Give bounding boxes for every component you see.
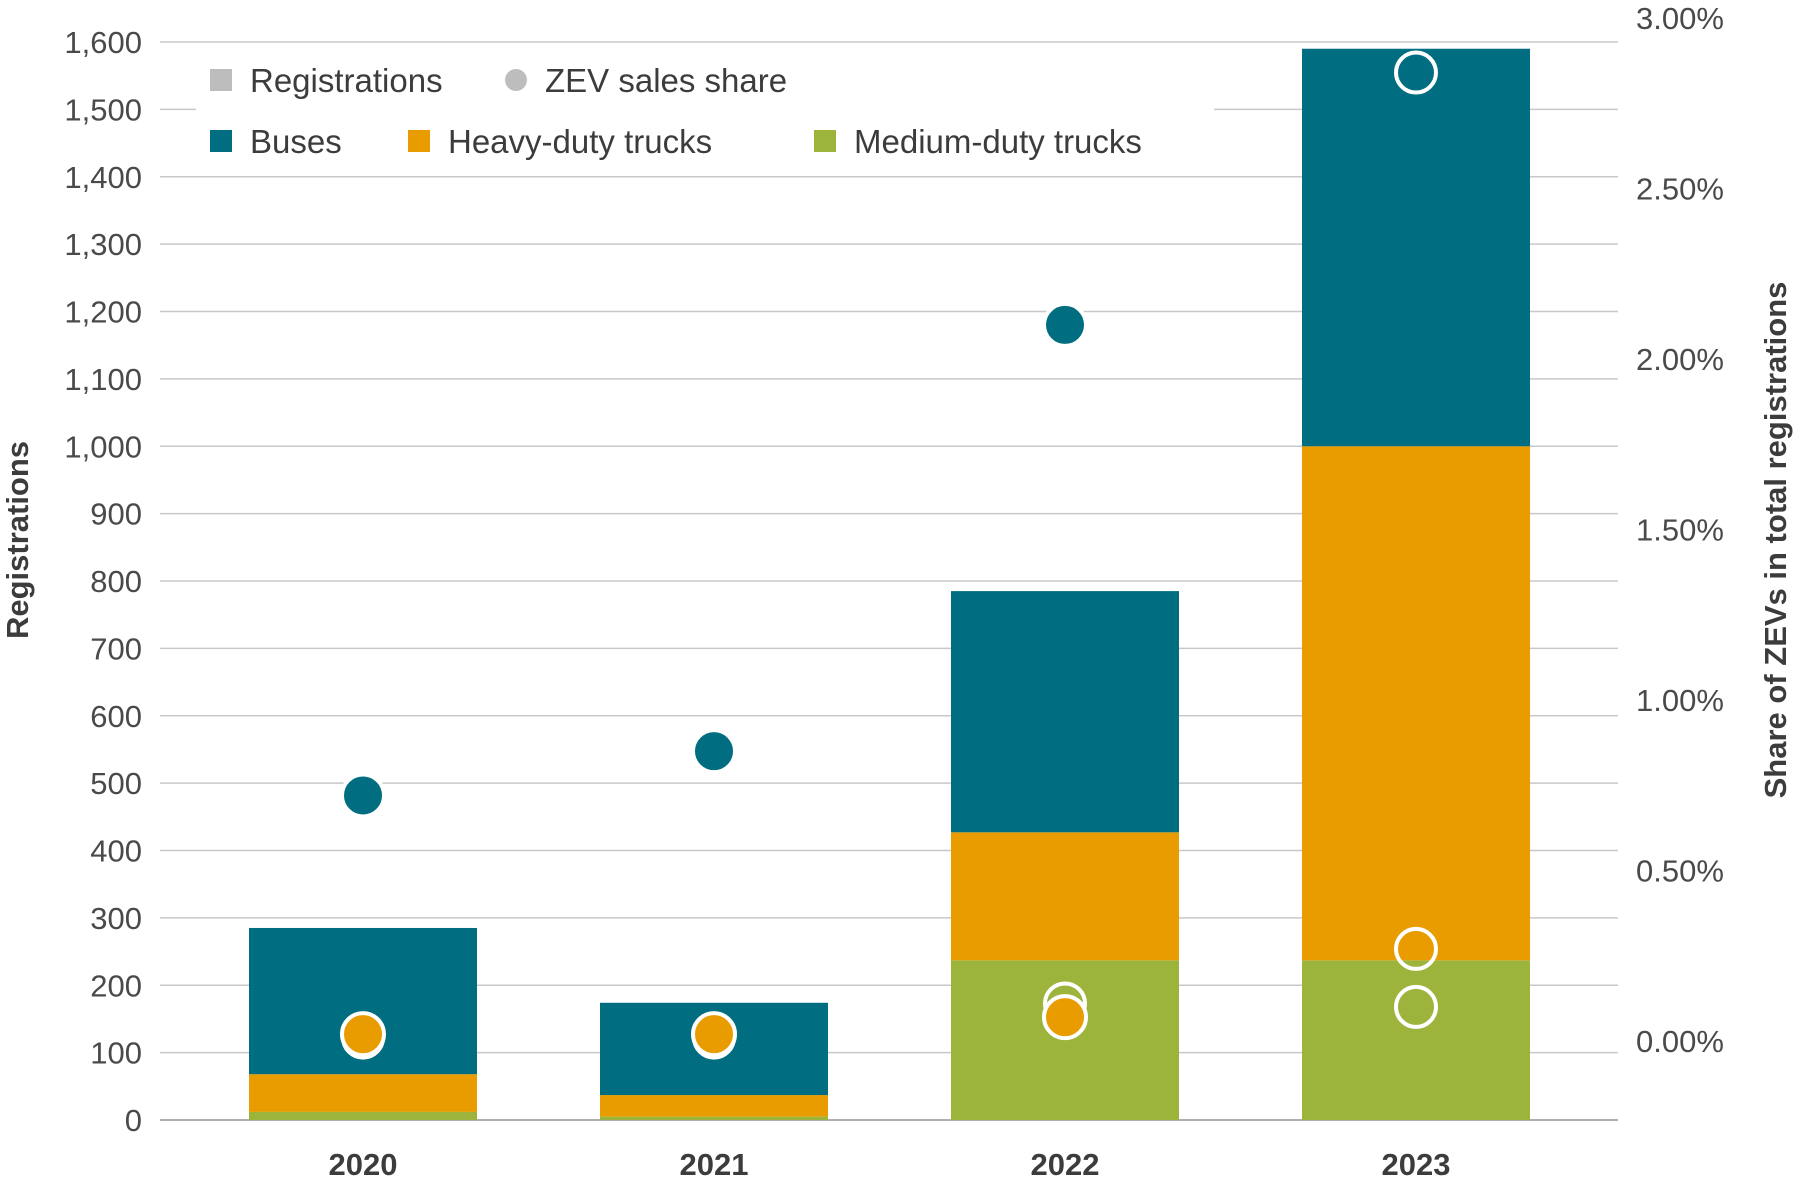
zev-share-point-buses-2023 <box>1394 50 1438 95</box>
y-right-tick-label: 2.00% <box>1636 342 1724 377</box>
legend-swatch-registrations <box>210 69 232 91</box>
bar-segment-medium-duty-trucks-2021 <box>600 1116 828 1120</box>
bar-segment-medium-duty-trucks-2023 <box>1302 960 1530 1120</box>
y-axis-right-ticks: 0.00% 0.50% 1.00% 1.50% 2.00% 2.50% 3.00% <box>1636 1 1724 1059</box>
zev-share-point-heavy-duty-trucks-2023 <box>1394 926 1438 971</box>
bar-segment-medium-duty-trucks-2020 <box>249 1111 477 1120</box>
bar-segment-heavy-duty-trucks-2022 <box>951 832 1179 961</box>
zev-share-points <box>340 50 1438 1060</box>
x-tick-label: 2022 <box>1031 1147 1100 1182</box>
legend-background <box>196 50 1214 168</box>
legend: Registrations ZEV sales share Buses Heavy-d… <box>210 62 1142 160</box>
y-axis-left-title: Registrations <box>0 441 35 639</box>
y-tick-label: 200 <box>90 968 142 1003</box>
y-tick-label: 1,000 <box>64 429 142 464</box>
bar-segment-heavy-duty-trucks-2020 <box>249 1074 477 1112</box>
y-tick-label: 1,400 <box>64 160 142 195</box>
y-tick-label: 900 <box>90 497 142 532</box>
legend-swatch-zev-sales-share <box>505 69 527 91</box>
y-axis-right-title: Share of ZEVs in total registrations <box>1758 282 1793 799</box>
bar-segment-heavy-duty-trucks-2021 <box>600 1095 828 1117</box>
y-tick-label: 1,200 <box>64 295 142 330</box>
bar-segment-buses-2022 <box>951 591 1179 833</box>
zev-share-point-medium-duty-trucks-2023 <box>1394 984 1438 1029</box>
zev-share-point-heavy-duty-trucks-2021 <box>691 1011 737 1058</box>
y-right-tick-label: 1.50% <box>1636 513 1724 548</box>
y-tick-label: 1,100 <box>64 362 142 397</box>
bar-segment-buses-2023 <box>1302 48 1530 447</box>
y-tick-label: 100 <box>90 1036 142 1071</box>
x-axis-ticks: 2020 2021 2022 2023 <box>329 1147 1451 1182</box>
bar-segment-medium-duty-trucks-2022 <box>951 960 1179 1120</box>
y-tick-label: 700 <box>90 631 142 666</box>
x-tick-label: 2023 <box>1382 1147 1451 1182</box>
zev-share-point-heavy-duty-trucks-2020 <box>340 1011 386 1058</box>
legend-label: Buses <box>250 123 342 160</box>
y-tick-label: 1,500 <box>64 92 142 127</box>
bar-segment-heavy-duty-trucks-2023 <box>1302 446 1530 961</box>
zev-share-point-heavy-duty-trucks-2022 <box>1042 994 1088 1041</box>
zev-share-point-buses-2021 <box>691 728 737 775</box>
x-tick-label: 2021 <box>680 1147 749 1182</box>
legend-label: ZEV sales share <box>545 62 787 99</box>
zev-share-point-buses-2020 <box>340 772 386 819</box>
y-right-tick-label: 3.00% <box>1636 1 1724 36</box>
y-tick-label: 400 <box>90 834 142 869</box>
legend-label: Medium-duty trucks <box>854 123 1142 160</box>
y-tick-label: 0 <box>125 1103 142 1138</box>
legend-swatch-buses <box>210 130 232 152</box>
y-tick-label: 1,300 <box>64 227 142 262</box>
zev-share-point-buses-2022 <box>1042 301 1088 348</box>
y-tick-label: 500 <box>90 766 142 801</box>
y-right-tick-label: 1.00% <box>1636 683 1724 718</box>
bars <box>249 48 1530 1120</box>
y-axis-left-ticks: 0 100 200 300 400 500 600 700 800 900 1,000 1,100 1,… <box>64 25 142 1138</box>
y-right-tick-label: 2.50% <box>1636 172 1724 207</box>
x-tick-label: 2020 <box>329 1147 398 1182</box>
legend-swatch-medium-duty-trucks <box>814 130 836 152</box>
y-right-tick-label: 0.50% <box>1636 854 1724 889</box>
y-tick-label: 600 <box>90 699 142 734</box>
y-tick-label: 300 <box>90 901 142 936</box>
legend-box <box>196 50 1214 168</box>
y-tick-label: 800 <box>90 564 142 599</box>
legend-swatch-heavy-duty-trucks <box>408 130 430 152</box>
legend-label: Registrations <box>250 62 443 99</box>
y-tick-label: 1,600 <box>64 25 142 60</box>
legend-label: Heavy-duty trucks <box>448 123 712 160</box>
y-right-tick-label: 0.00% <box>1636 1024 1724 1059</box>
